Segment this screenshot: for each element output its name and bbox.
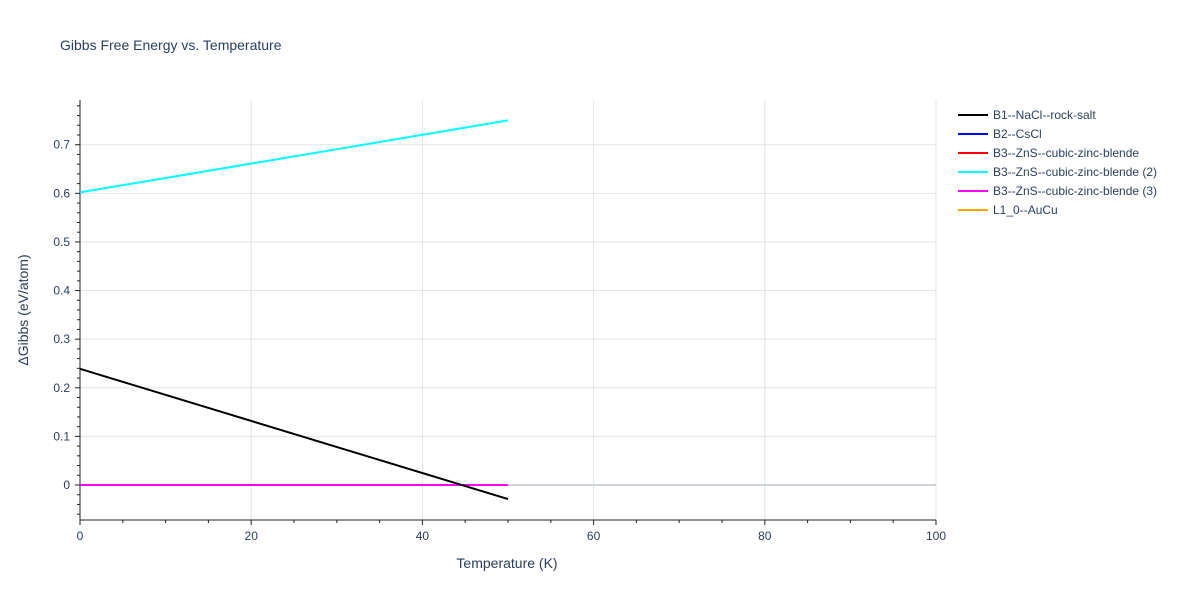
x-tick-label: 40	[416, 529, 430, 543]
legend-item-b1-nacl-rock-salt: B1--NaCl--rock-salt	[958, 108, 1096, 122]
x-axis-ticks: 0 20 40 60 80 100	[77, 529, 947, 543]
y-tick-label: 0	[63, 478, 70, 492]
legend-item-b3-zns-cubic-zinc-blende-2: B3--ZnS--cubic-zinc-blende (2)	[958, 165, 1157, 179]
legend-label: B2--CsCl	[993, 127, 1042, 141]
series-line-b1-nacl-rock-salt	[79, 367, 509, 501]
x-tick-label: 20	[245, 529, 259, 543]
y-axis-title: ΔGibbs (eV/atom)	[15, 254, 31, 365]
series-line-b3-zns-cubic-zinc-blende-2	[79, 119, 509, 194]
legend-item-l1-0-aucu: L1_0--AuCu	[958, 203, 1058, 217]
y-tick-label: 0.1	[53, 429, 70, 443]
x-axis-title: Temperature (K)	[456, 555, 557, 571]
x-tick-label: 60	[587, 529, 601, 543]
legend-label: B3--ZnS--cubic-zinc-blende	[993, 146, 1139, 160]
grid	[80, 100, 937, 520]
legend-label: B3--ZnS--cubic-zinc-blende (3)	[993, 184, 1157, 198]
legend-item-b3-zns-cubic-zinc-blende-3: B3--ZnS--cubic-zinc-blende (3)	[958, 184, 1157, 198]
legend-item-b3-zns-cubic-zinc-blende: B3--ZnS--cubic-zinc-blende	[958, 146, 1139, 160]
y-axis-ticks: 0 0.1 0.2 0.3 0.4 0.5 0.6 0.7	[53, 138, 70, 492]
y-tick-label: 0.3	[53, 332, 70, 346]
x-tick-label: 100	[926, 529, 946, 543]
legend-label: L1_0--AuCu	[993, 203, 1058, 217]
chart-title: Gibbs Free Energy vs. Temperature	[60, 37, 282, 53]
x-tick-label: 80	[758, 529, 772, 543]
y-tick-label: 0.6	[53, 186, 70, 200]
legend-label: B3--ZnS--cubic-zinc-blende (2)	[993, 165, 1157, 179]
y-tick-label: 0.4	[53, 284, 70, 298]
x-tick-label: 0	[77, 529, 84, 543]
y-tick-label: 0.5	[53, 235, 70, 249]
y-tick-label: 0.7	[53, 138, 70, 152]
legend: B1--NaCl--rock-salt B2--CsCl B3--ZnS--cubi…	[958, 108, 1157, 217]
legend-item-b2-cscl: B2--CsCl	[958, 127, 1042, 141]
plot-area	[79, 119, 509, 501]
y-tick-label: 0.2	[53, 381, 70, 395]
legend-label: B1--NaCl--rock-salt	[993, 108, 1096, 122]
axes	[75, 100, 937, 525]
